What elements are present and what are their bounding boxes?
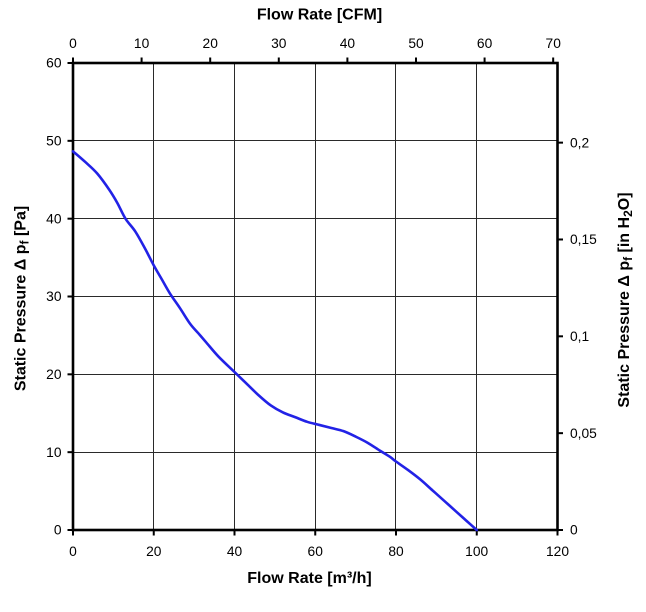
svg-text:0: 0 (69, 544, 77, 559)
svg-text:0: 0 (69, 36, 77, 51)
svg-text:0,2: 0,2 (570, 135, 589, 150)
svg-text:Static Pressure Δ pf [Pa]: Static Pressure Δ pf [Pa] (12, 206, 31, 391)
svg-text:Flow Rate [CFM]: Flow Rate [CFM] (257, 7, 382, 24)
svg-text:0,15: 0,15 (570, 232, 597, 247)
svg-text:40: 40 (46, 211, 62, 226)
svg-text:0,05: 0,05 (570, 426, 597, 441)
svg-text:Flow Rate [m³/h]: Flow Rate [m³/h] (247, 570, 371, 587)
svg-text:30: 30 (271, 36, 287, 51)
svg-text:60: 60 (46, 56, 62, 71)
svg-text:40: 40 (340, 36, 356, 51)
svg-text:50: 50 (408, 36, 424, 51)
svg-text:0: 0 (570, 523, 578, 538)
svg-text:Static Pressure Δ pf [in H2O]: Static Pressure Δ pf [in H2O] (616, 192, 635, 407)
svg-text:50: 50 (46, 134, 62, 149)
svg-text:120: 120 (546, 544, 569, 559)
svg-text:70: 70 (546, 36, 562, 51)
svg-text:10: 10 (134, 36, 150, 51)
svg-text:40: 40 (227, 544, 243, 559)
svg-text:60: 60 (477, 36, 493, 51)
svg-text:100: 100 (465, 544, 488, 559)
svg-text:20: 20 (203, 36, 219, 51)
svg-text:0,1: 0,1 (570, 329, 589, 344)
svg-text:60: 60 (308, 544, 324, 559)
svg-text:20: 20 (146, 544, 162, 559)
svg-text:10: 10 (46, 445, 62, 460)
svg-text:0: 0 (54, 523, 62, 538)
svg-text:20: 20 (46, 367, 62, 382)
svg-text:30: 30 (46, 289, 62, 304)
svg-text:80: 80 (388, 544, 404, 559)
